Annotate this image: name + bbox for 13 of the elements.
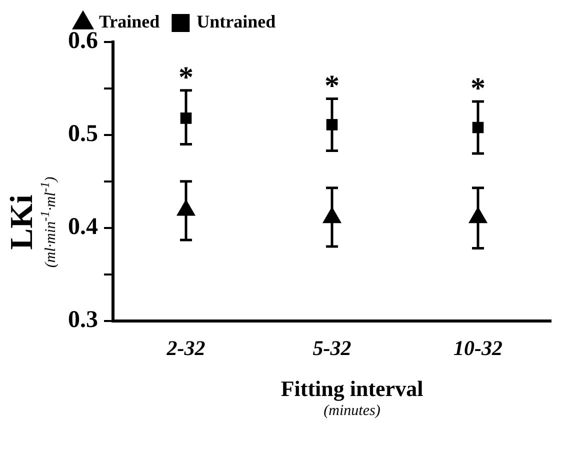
y-tick-label: 0.5 xyxy=(68,121,98,148)
x-axis-title: Fitting interval (minutes) xyxy=(280,376,424,420)
annotation: * xyxy=(470,72,486,106)
legend-label: Trained xyxy=(99,12,160,32)
x-tick-label: 2-32 xyxy=(166,336,206,360)
y-tick-label: 0.3 xyxy=(68,307,98,334)
annotation: * xyxy=(178,61,194,94)
x-tick-label: 10-32 xyxy=(454,336,503,360)
x-tick-label: 5-32 xyxy=(312,336,352,360)
legend-label: Untrained xyxy=(196,12,276,32)
annotation: * xyxy=(324,69,340,102)
y-tick-label: 0.4 xyxy=(68,214,98,240)
y-tick-label: 0.6 xyxy=(68,28,98,54)
